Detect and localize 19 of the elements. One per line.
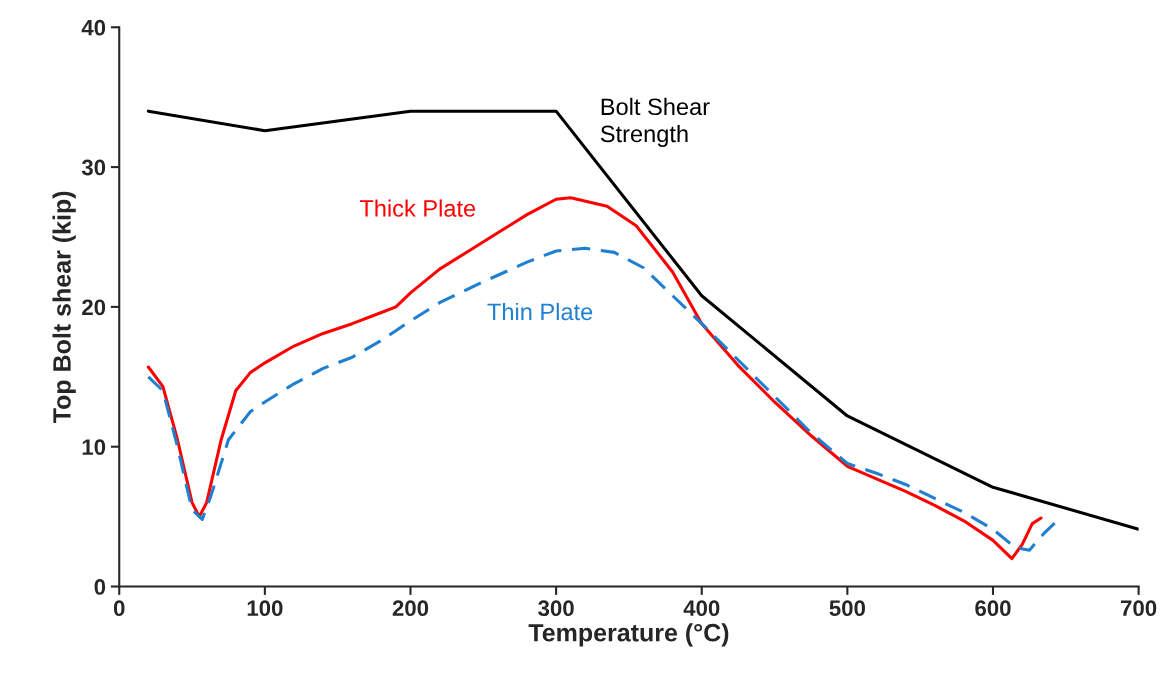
y-tick-label: 20: [82, 299, 106, 316]
line-series: [146, 196, 1043, 561]
series-label: Thin Plate: [487, 302, 593, 321]
x-tick-label: 200: [392, 600, 429, 617]
x-tick-label: 100: [247, 600, 283, 617]
x-tick-label: 500: [829, 600, 865, 617]
y-tick-label: 0: [94, 579, 106, 595]
y-tick-label: 40: [81, 19, 106, 36]
series-label: Bolt Shear Strength: [600, 97, 710, 147]
series-label: Thick Plate: [359, 199, 476, 217]
y-tick-label: 30: [81, 159, 106, 176]
x-tick-label: 0: [113, 600, 125, 617]
y-axis-title: Top Bolt shear (kip): [52, 191, 76, 424]
x-tick-label: 700: [1121, 600, 1157, 617]
y-tick-label: 10: [82, 439, 106, 455]
x-tick-label: 600: [975, 600, 1011, 617]
x-tick-label: 300: [538, 600, 574, 617]
x-tick-label: 400: [683, 600, 720, 617]
x-axis-title: Temperature (°C): [528, 623, 729, 647]
